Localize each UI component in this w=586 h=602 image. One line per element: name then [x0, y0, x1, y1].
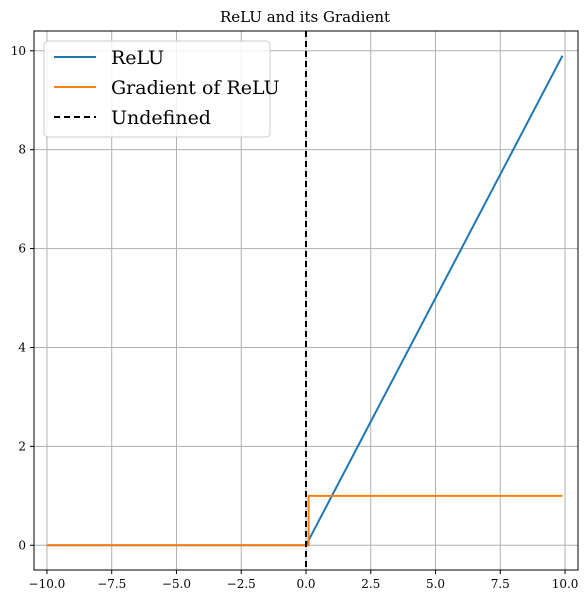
legend-label-gradient-of-relu: Gradient of ReLU: [111, 77, 280, 99]
x-tick-label: 7.5: [491, 577, 510, 591]
x-tick-label: −7.5: [97, 577, 126, 591]
y-tick-label: 8: [18, 143, 26, 157]
legend-label-relu: ReLU: [111, 47, 164, 69]
x-tick-label: 0.0: [296, 577, 315, 591]
series-layer: [46, 31, 564, 570]
y-tick-label: 2: [18, 439, 26, 453]
x-tick-label: −10.0: [29, 577, 66, 591]
y-tick-label: 10: [11, 44, 26, 58]
y-tick-label: 6: [18, 242, 26, 256]
x-tick-label: 2.5: [361, 577, 380, 591]
legend-label-undefined: Undefined: [111, 107, 211, 129]
y-tick-label: 0: [18, 538, 26, 552]
x-tick-label: 5.0: [426, 577, 445, 591]
chart-title: ReLU and its Gradient: [220, 8, 390, 26]
legend: ReLU Gradient of ReLU Undefined: [43, 40, 280, 138]
y-tick-label: 4: [18, 340, 26, 354]
ticks: −10.0 −7.5 −5.0 −2.5 0.0 2.5 5.0 7.5 10.0 0 2 4 6 8 10: [11, 44, 579, 591]
grid: [34, 31, 578, 570]
legend-box: [43, 40, 271, 138]
series-gradient-of-relu-line: [46, 494, 563, 547]
x-tick-label: −5.0: [162, 577, 191, 591]
x-tick-label: 10.0: [552, 577, 579, 591]
x-tick-label: −2.5: [227, 577, 256, 591]
